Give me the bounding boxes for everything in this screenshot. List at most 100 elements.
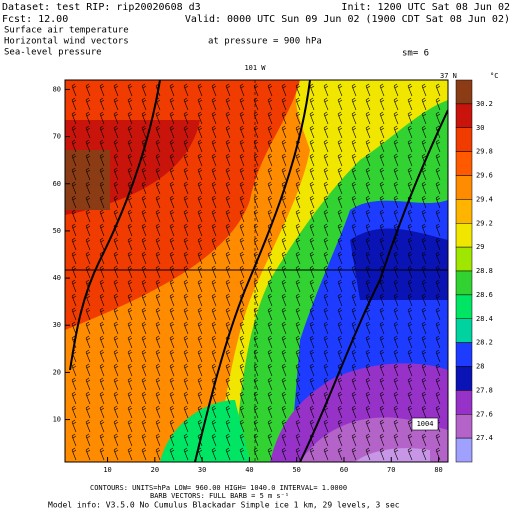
wind-barb bbox=[99, 363, 105, 377]
wind-barb bbox=[99, 209, 105, 223]
wind-barb bbox=[323, 293, 329, 307]
wind-barb bbox=[155, 377, 161, 391]
wind-barb bbox=[113, 363, 119, 377]
wind-barb bbox=[239, 139, 245, 153]
wind-barb bbox=[393, 153, 399, 167]
wind-barb bbox=[253, 111, 259, 125]
wind-barb bbox=[155, 139, 161, 153]
wind-barb bbox=[267, 405, 273, 419]
wind-barb bbox=[169, 251, 175, 265]
wind-barb bbox=[323, 419, 329, 433]
wind-barb bbox=[337, 279, 343, 293]
wind-barb bbox=[141, 335, 147, 349]
wind-barb bbox=[183, 363, 189, 377]
wind-barb bbox=[225, 349, 231, 363]
wind-barb bbox=[141, 181, 147, 195]
wind-barb bbox=[393, 139, 399, 153]
wind-barb bbox=[337, 125, 343, 139]
wind-barb bbox=[71, 293, 77, 307]
wind-barb bbox=[337, 377, 343, 391]
colorbar-label: 28.2 bbox=[476, 339, 493, 347]
wind-barb bbox=[239, 405, 245, 419]
wind-barb bbox=[323, 447, 329, 461]
init: Init: 1200 UTC Sat 08 Jun 02 bbox=[341, 2, 510, 13]
wind-barb bbox=[127, 153, 133, 167]
wind-barb bbox=[197, 209, 203, 223]
wind-barb bbox=[155, 433, 161, 447]
wind-barb bbox=[71, 195, 77, 209]
wind-barb bbox=[71, 209, 77, 223]
wind-barb bbox=[379, 251, 385, 265]
wind-barb bbox=[267, 97, 273, 111]
wind-barb bbox=[435, 335, 441, 349]
wind-barb bbox=[197, 167, 203, 181]
wind-barb bbox=[365, 139, 371, 153]
wind-barb bbox=[113, 195, 119, 209]
x-tick-label: 40 bbox=[245, 466, 253, 474]
wind-barb bbox=[169, 181, 175, 195]
wind-barb bbox=[197, 279, 203, 293]
wind-barb bbox=[351, 349, 357, 363]
wind-barb bbox=[225, 447, 231, 461]
wind-barb bbox=[169, 391, 175, 405]
wind-barb bbox=[309, 335, 315, 349]
wind-barb bbox=[295, 195, 301, 209]
wind-barb bbox=[71, 167, 77, 181]
fcst: Fcst: 12.00 bbox=[2, 14, 68, 25]
wind-barb bbox=[295, 293, 301, 307]
wind-barb bbox=[225, 419, 231, 433]
wind-barb bbox=[85, 419, 91, 433]
wind-barb bbox=[365, 153, 371, 167]
wind-barb bbox=[71, 83, 77, 97]
wind-barb bbox=[309, 167, 315, 181]
wind-barb bbox=[379, 209, 385, 223]
wind-barb bbox=[211, 433, 217, 447]
wind-barb bbox=[169, 433, 175, 447]
wind-barb bbox=[351, 125, 357, 139]
y-tick-label: 30 bbox=[53, 321, 61, 329]
wind-barb bbox=[239, 363, 245, 377]
wind-barb bbox=[197, 321, 203, 335]
wind-barb bbox=[85, 447, 91, 461]
wind-barb bbox=[113, 335, 119, 349]
wind-barb bbox=[337, 419, 343, 433]
wind-barb bbox=[295, 111, 301, 125]
wind-barb bbox=[225, 181, 231, 195]
wind-barb bbox=[309, 391, 315, 405]
wind-barb bbox=[379, 447, 385, 461]
wind-barb bbox=[239, 83, 245, 97]
wind-barb bbox=[337, 349, 343, 363]
wind-barb bbox=[99, 181, 105, 195]
wind-barb bbox=[393, 293, 399, 307]
wind-barb bbox=[435, 405, 441, 419]
wind-barb bbox=[211, 447, 217, 461]
field: Surface air temperature bbox=[4, 26, 129, 36]
wind-barb bbox=[351, 447, 357, 461]
wind-barb bbox=[169, 97, 175, 111]
wind-barb bbox=[407, 391, 413, 405]
colorbar-box bbox=[455, 437, 473, 463]
wind-barb bbox=[71, 377, 77, 391]
wind-barb bbox=[323, 363, 329, 377]
wind-barb bbox=[155, 405, 161, 419]
wind-barb bbox=[421, 153, 427, 167]
wind-barb bbox=[211, 97, 217, 111]
x-tick-label: 10 bbox=[103, 466, 111, 474]
wind-barb bbox=[365, 447, 371, 461]
wind-barb bbox=[127, 223, 133, 237]
wind-barb bbox=[295, 405, 301, 419]
wind-barb bbox=[295, 181, 301, 195]
colorbar-box bbox=[455, 366, 473, 391]
wind-barb bbox=[85, 167, 91, 181]
wind-barb bbox=[169, 377, 175, 391]
colorbar-label: 27.4 bbox=[476, 434, 493, 442]
wind-barb bbox=[365, 349, 371, 363]
colorbar-box bbox=[455, 151, 473, 176]
wind-barb bbox=[85, 111, 91, 125]
wind-barb bbox=[295, 321, 301, 335]
wind-barb bbox=[253, 167, 259, 181]
wind-barb bbox=[351, 293, 357, 307]
wind-barb bbox=[99, 153, 105, 167]
wind-barb bbox=[225, 307, 231, 321]
footer-contours: CONTOURS: UNITS=hPa LOW= 960.00 HIGH= 10… bbox=[90, 484, 347, 492]
